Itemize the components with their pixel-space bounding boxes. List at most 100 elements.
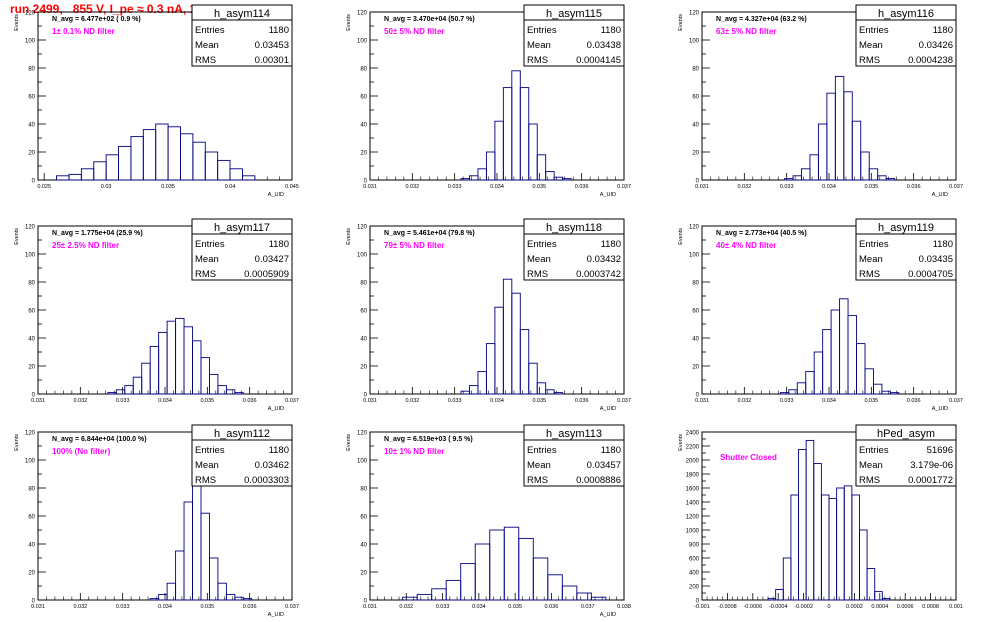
histogram-bin [68,173,82,181]
stats-row-label: Mean [527,460,551,471]
histogram-h_asym117: 0 20 40 60 80 100 120 0.031 0.032 0.033 0.034 0.035… [14,218,299,412]
histogram-bin [494,120,504,181]
stats-box [855,424,957,487]
y-tick-label: 2000 [686,459,700,465]
histogram-bin [166,320,177,395]
histogram-bin [477,371,487,395]
stats-row-value: 0.0004238 [908,55,953,66]
histogram-bin [445,579,462,601]
histogram-bin [241,175,256,181]
stats-row-value: 0.0004145 [576,55,621,66]
stats-row-value: 0.03427 [255,254,289,265]
stats-box [191,218,293,281]
y-tick-label: 0 [696,179,700,185]
histogram-bin [149,345,160,395]
n-avg-annotation: N_avg = 6.519e+03 ( 9.5 %) [384,436,473,443]
y-tick-label: 100 [25,39,36,45]
histogram-bin [843,91,853,181]
x-axis-label: A_UID [600,192,616,198]
stats-row-value: 1180 [601,239,621,250]
x-tick-label: 0.0006 [897,604,914,610]
y-tick-label: 0 [32,599,36,605]
stats-row-label: RMS [195,269,216,280]
stats-title: h_asym117 [214,222,270,234]
stats-row-value: 1180 [269,25,289,36]
histogram-bin [545,389,555,395]
stats-row-value: 1180 [933,239,953,250]
y-tick-label: 100 [357,459,368,465]
y-tick-label: 0 [696,599,700,605]
y-tick-label: 0 [364,599,368,605]
n-avg-annotation: N_avg = 4.327e+04 (63.2 %) [716,16,807,23]
x-tick-label: 0 [827,604,830,610]
stats-row-label: Entries [859,445,889,456]
x-axis-label: A_UID [600,612,616,618]
x-tick-label: 0.037 [949,398,963,404]
y-axis-label: Events [346,228,352,245]
x-tick-label: 0.037 [285,604,299,610]
stats-row-value: 1180 [601,25,621,36]
histogram-bin [836,487,845,601]
x-tick-label: 0.034 [472,604,486,610]
y-tick-label: 0 [32,179,36,185]
stats-row-label: Mean [195,40,219,51]
histogram-bin [813,351,824,395]
x-tick-label: 0.031 [363,184,377,190]
histogram-bin [200,512,210,601]
y-tick-label: 60 [360,309,367,315]
y-tick-label: 0 [32,393,36,399]
histogram-bin [503,526,520,601]
histogram-bin [183,326,193,395]
histogram-bin [485,151,496,181]
x-tick-label: 0.031 [363,604,377,610]
x-tick-label: -0.0002 [794,604,813,610]
y-tick-label: 80 [28,281,35,287]
stats-row-label: Entries [527,25,557,36]
histogram-bin [822,329,832,395]
stats-row-value: 0.03438 [587,40,621,51]
histogram-bin [826,92,836,181]
histogram-bin [889,392,900,395]
histogram-bin [167,126,181,181]
x-tick-label: 0.037 [285,398,299,404]
y-tick-label: 120 [25,431,36,437]
y-tick-label: 20 [28,365,35,371]
histogram-bin [225,389,236,395]
histogram-bin [485,343,496,395]
histogram-bin [130,136,144,181]
histogram-bin [536,382,547,395]
y-tick-label: 80 [360,487,367,493]
histogram-bin [881,390,891,395]
histogram-bin [813,463,822,601]
histogram-bin [792,175,802,181]
histogram-bin [474,543,491,601]
y-axis-label: Events [346,434,352,451]
histogram-bin [234,392,244,395]
stats-title: h_asym119 [878,222,934,234]
y-tick-label: 40 [28,123,35,129]
y-tick-label: 100 [25,253,36,259]
y-tick-label: 80 [692,281,699,287]
y-tick-label: 40 [28,337,35,343]
y-tick-label: 120 [357,225,368,231]
x-tick-label: 0.031 [363,398,377,404]
histogram-bin [788,389,798,395]
x-tick-label: 0.031 [695,184,709,190]
histogram-bin [834,75,845,181]
histogram-bin [851,494,860,601]
y-tick-label: 20 [692,365,699,371]
histogram-bin [208,557,219,601]
stats-box [523,4,625,67]
x-tick-label: 0.035 [200,398,214,404]
histogram-bin [775,589,784,601]
x-tick-label: 0.032 [737,184,751,190]
histogram-bin [801,168,811,181]
histogram-bin [590,596,607,601]
x-tick-label: 0.034 [822,184,836,190]
x-tick-label: 0.035 [200,604,214,610]
histogram-bin [192,141,206,181]
stats-row-label: RMS [195,55,216,66]
histogram-bin [80,168,95,181]
histogram-bin [767,598,777,601]
stats-row-value: 0.0003742 [576,269,621,280]
